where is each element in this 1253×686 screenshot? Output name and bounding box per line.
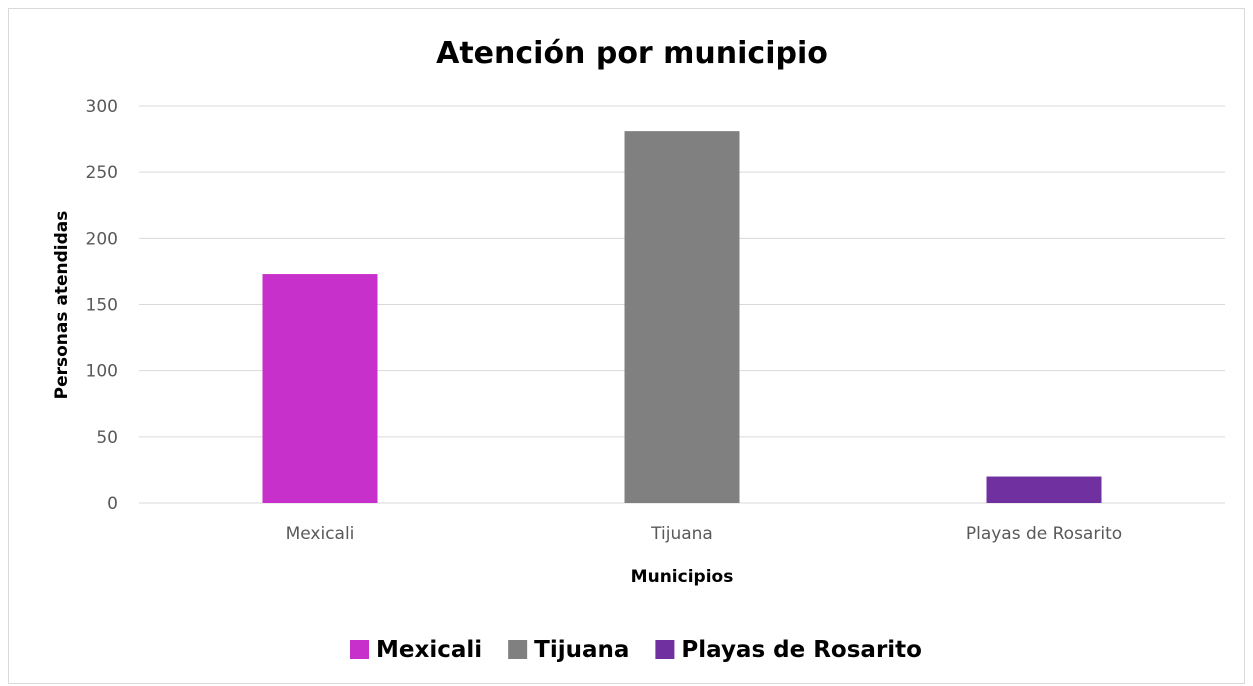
- legend-swatch: [655, 640, 675, 659]
- bar-playas-de-rosarito: [986, 476, 1102, 503]
- y-tick-label: 250: [86, 163, 118, 183]
- legend-label: Playas de Rosarito: [681, 637, 922, 663]
- y-axis-title: Personas atendidas: [52, 211, 72, 400]
- y-tick-label: 0: [107, 494, 118, 514]
- legend-swatch: [508, 640, 528, 659]
- bars: [262, 131, 1102, 504]
- chart-title: Atención por municipio: [436, 36, 828, 71]
- bar-mexicali: [262, 274, 378, 503]
- x-axis-tick-labels: Mexicali Tijuana Playas de Rosarito: [286, 524, 1123, 544]
- x-tick-label: Playas de Rosarito: [966, 524, 1122, 544]
- y-axis-tick-labels: 0 50 100 150 200 250 300: [86, 97, 118, 514]
- x-tick-label: Tijuana: [650, 524, 713, 544]
- y-tick-label: 200: [86, 229, 118, 249]
- bar-tijuana: [624, 131, 740, 504]
- legend-swatch: [350, 640, 370, 659]
- y-tick-label: 300: [86, 97, 118, 117]
- legend: Mexicali Tijuana Playas de Rosarito: [350, 637, 922, 663]
- x-axis-title: Municipios: [631, 567, 734, 587]
- legend-label: Tijuana: [534, 637, 629, 663]
- y-tick-label: 150: [86, 296, 118, 316]
- legend-label: Mexicali: [376, 637, 482, 663]
- x-tick-label: Mexicali: [286, 524, 355, 544]
- y-tick-label: 50: [96, 428, 118, 448]
- y-tick-label: 100: [86, 362, 118, 382]
